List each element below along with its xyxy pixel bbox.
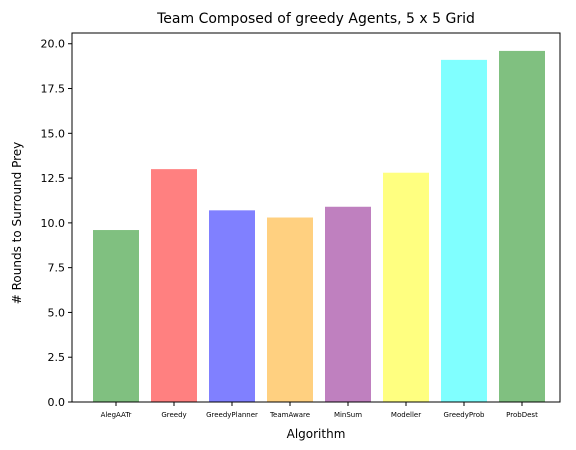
y-tick-label: 5.0 [48, 306, 66, 319]
y-tick-label: 15.0 [41, 127, 66, 140]
x-tick-label: AlegAATr [101, 411, 132, 419]
x-tick-label: TeamAware [269, 411, 310, 419]
plot-frame [71, 32, 561, 403]
bar-minsum [325, 206, 371, 402]
bar-greedyplanner [209, 210, 255, 402]
y-axis: 0.0 2.5 5.0 7.5 10.0 12.5 15.0 17.5 20.0 [41, 38, 72, 409]
bar-modeller [383, 172, 429, 402]
bar-probdest [499, 50, 545, 402]
bar-teamaware [267, 217, 313, 402]
bars-group [93, 50, 545, 403]
x-tick-label: ProbDest [506, 411, 538, 419]
y-tick-label: 10.0 [41, 217, 66, 230]
y-tick-label: 17.5 [41, 83, 66, 96]
x-tick-label: Modeller [391, 411, 421, 419]
y-tick-label: 12.5 [41, 172, 66, 185]
x-tick-label: Greedy [161, 411, 186, 419]
x-tick-label: MinSum [334, 411, 362, 419]
y-tick-label: 0.0 [48, 396, 66, 409]
bar-greedyprob [441, 59, 487, 403]
y-tick-label: 20.0 [41, 38, 66, 51]
x-axis: AlegAATr Greedy GreedyPlanner TeamAware MinS… [101, 402, 538, 419]
x-tick-label: GreedyPlanner [206, 411, 258, 419]
x-tick-label: GreedyProb [444, 411, 485, 419]
bar-alegaatr [93, 230, 139, 402]
y-axis-label: # Rounds to Surround Prey [10, 142, 24, 305]
y-tick-label: 7.5 [48, 262, 66, 275]
y-tick-label: 2.5 [48, 351, 66, 364]
bar-greedy [151, 169, 197, 402]
x-axis-label: Algorithm [287, 427, 346, 441]
chart-title: Team Composed of greedy Agents, 5 x 5 Gr… [156, 11, 475, 27]
